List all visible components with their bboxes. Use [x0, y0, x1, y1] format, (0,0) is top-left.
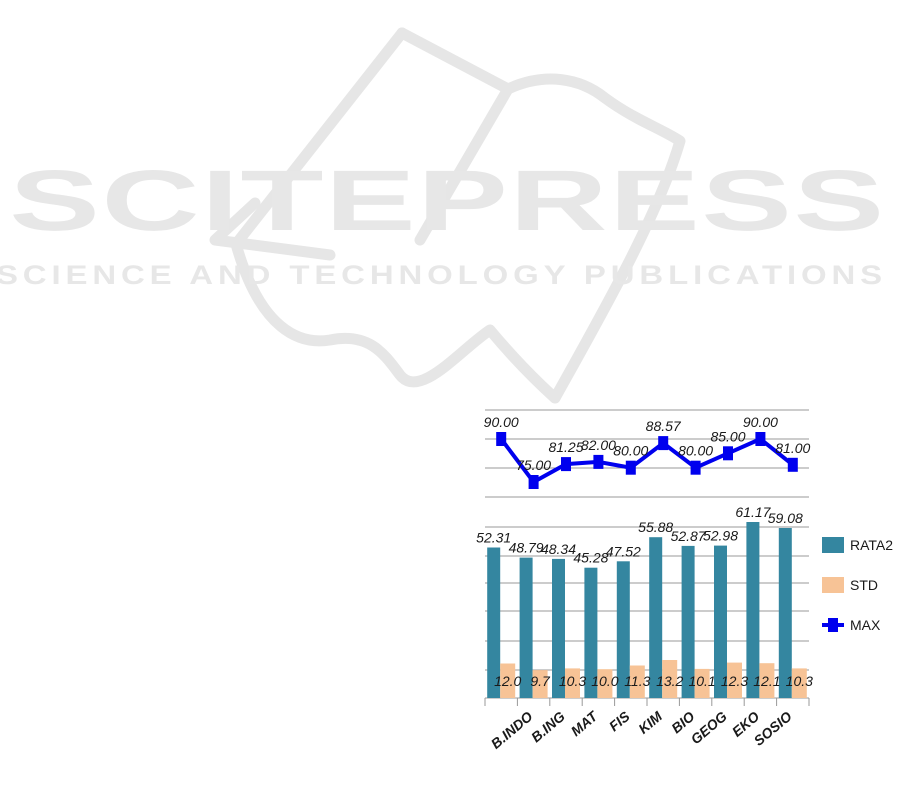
svg-text:10.0: 10.0 [591, 673, 618, 689]
svg-text:9.7: 9.7 [530, 673, 551, 689]
svg-text:88.57: 88.57 [646, 418, 682, 434]
svg-text:59.08: 59.08 [768, 510, 803, 526]
svg-text:10.3: 10.3 [786, 673, 813, 689]
svg-text:12.0: 12.0 [494, 673, 521, 689]
svg-text:GEOG: GEOG [687, 708, 730, 747]
svg-text:RATA2: RATA2 [850, 537, 893, 553]
svg-text:B.INDO: B.INDO [488, 708, 536, 752]
svg-text:10.3: 10.3 [559, 673, 586, 689]
svg-text:11.3: 11.3 [624, 673, 650, 689]
svg-text:KIM: KIM [635, 708, 665, 737]
svg-text:MAX: MAX [850, 617, 881, 633]
svg-text:47.52: 47.52 [606, 543, 641, 559]
svg-text:80.00: 80.00 [613, 443, 648, 459]
svg-text:85.00: 85.00 [710, 428, 745, 444]
svg-text:12.1: 12.1 [753, 673, 780, 689]
svg-text:52.98: 52.98 [703, 528, 738, 544]
svg-text:MAT: MAT [568, 707, 602, 739]
svg-text:B.ING: B.ING [528, 708, 568, 745]
svg-text:48.79: 48.79 [509, 540, 544, 556]
svg-text:81.00: 81.00 [775, 440, 810, 456]
svg-text:61.17: 61.17 [735, 504, 771, 520]
svg-text:75.00: 75.00 [516, 457, 551, 473]
svg-text:90.00: 90.00 [743, 414, 778, 430]
svg-text:55.88: 55.88 [638, 519, 673, 535]
svg-text:90.00: 90.00 [484, 414, 519, 430]
svg-text:10.1: 10.1 [688, 673, 715, 689]
svg-text:FIS: FIS [606, 708, 633, 735]
svg-text:45.28: 45.28 [573, 550, 608, 566]
svg-text:52.87: 52.87 [671, 528, 707, 544]
svg-text:12.3: 12.3 [721, 673, 748, 689]
svg-text:81.25: 81.25 [548, 439, 583, 455]
svg-text:82.00: 82.00 [581, 437, 616, 453]
svg-text:STD: STD [850, 577, 878, 593]
svg-text:80.00: 80.00 [678, 443, 713, 459]
svg-text:48.34: 48.34 [541, 541, 576, 557]
svg-text:13.2: 13.2 [656, 673, 683, 689]
svg-text:52.31: 52.31 [476, 530, 511, 546]
